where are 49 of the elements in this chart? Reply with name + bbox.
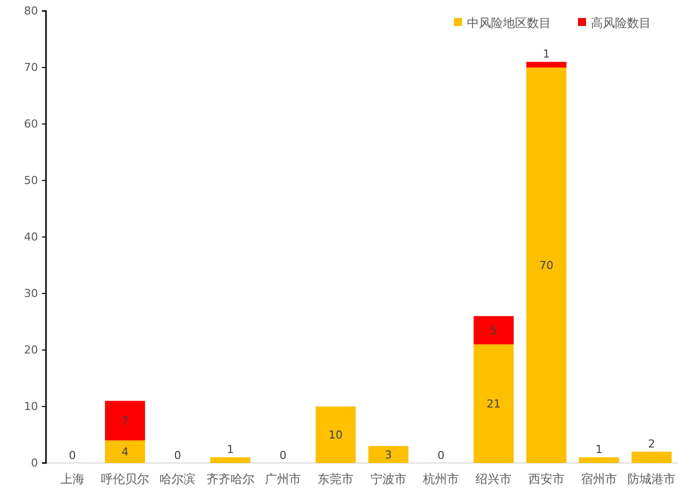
x-tick-label: 西安市 (528, 472, 564, 486)
y-tick-label: 50 (24, 174, 38, 188)
x-tick-label: 绍兴市 (476, 472, 512, 486)
data-label: 0 (438, 448, 444, 462)
legend-label: 中风险地区数目 (467, 16, 551, 30)
x-tick-label: 宿州市 (581, 472, 617, 486)
bar (316, 406, 356, 463)
y-tick-label: 0 (31, 456, 38, 470)
x-tick-label: 呼伦贝尔 (101, 472, 149, 486)
x-tick-label: 东莞市 (318, 472, 354, 486)
bar (578, 457, 620, 463)
data-label: 10 (328, 428, 343, 442)
x-tick-label: 齐齐哈尔 (206, 472, 254, 486)
y-tick-label: 80 (24, 4, 38, 18)
data-label: 1 (542, 48, 550, 61)
legend-label: 高风险数目 (591, 16, 651, 30)
bar (104, 440, 146, 463)
bar (632, 452, 672, 463)
data-label: 1 (596, 443, 602, 456)
data-label: 0 (68, 448, 76, 462)
y-tick-label: 60 (24, 118, 38, 131)
bar (526, 68, 566, 463)
bar (474, 316, 514, 344)
data-label: 21 (486, 398, 501, 411)
data-label: 0 (174, 448, 182, 462)
x-tick-label: 防城港市 (628, 472, 676, 486)
y-tick-label: 30 (24, 287, 38, 300)
bar (210, 457, 250, 463)
x-tick-label: 哈尔滨 (160, 472, 196, 486)
x-tick-label: 上海 (60, 472, 84, 486)
data-label: 70 (539, 259, 554, 272)
x-tick-label: 广州市 (265, 472, 301, 486)
data-label: 4 (122, 446, 128, 459)
data-label: 2 (648, 438, 656, 451)
data-label: 5 (490, 324, 498, 338)
data-label: 7 (122, 414, 128, 428)
bar (526, 62, 566, 68)
bar (368, 446, 408, 463)
bar (474, 344, 514, 463)
y-tick-label: 40 (24, 230, 38, 244)
data-label: 3 (384, 448, 392, 462)
data-label: 1 (226, 443, 234, 456)
y-tick-label: 20 (24, 344, 38, 357)
y-tick-label: 70 (24, 61, 38, 74)
x-tick-label: 杭州市 (422, 472, 459, 486)
bar (104, 400, 146, 440)
data-label: 0 (280, 448, 286, 462)
y-tick-label: 10 (24, 400, 38, 414)
x-tick-label: 宁波市 (370, 472, 406, 486)
